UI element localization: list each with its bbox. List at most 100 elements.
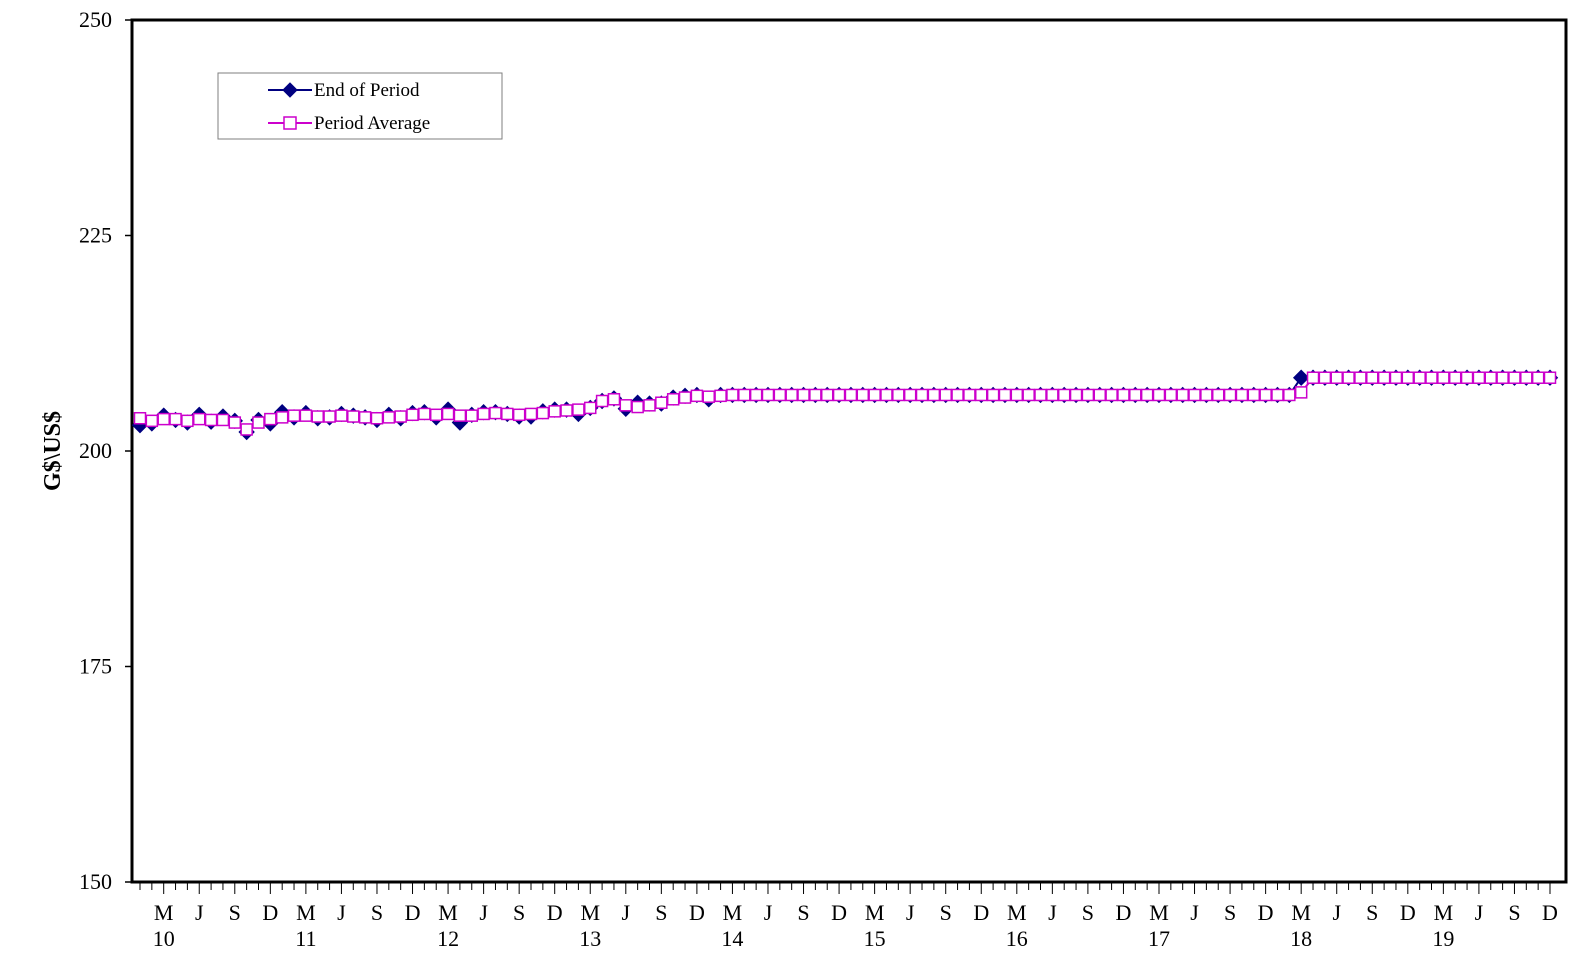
data-point-period-average [1318, 371, 1332, 384]
x-tick-label: S [940, 900, 952, 925]
data-point-period-average [1366, 371, 1379, 384]
data-point-period-average [335, 409, 348, 422]
series-layer [131, 369, 1559, 441]
x-tick-label: D [689, 900, 705, 925]
x-tick-label: J [622, 900, 631, 925]
data-point-period-average [1401, 371, 1415, 384]
data-point-period-average [749, 388, 763, 402]
data-point-period-average [773, 388, 787, 402]
data-point-period-average [1377, 371, 1391, 384]
data-point-period-average [1437, 371, 1450, 384]
x-tick-label: S [513, 900, 525, 925]
y-tick-label: 250 [79, 7, 112, 32]
data-point-period-average [358, 411, 372, 424]
data-point-period-average [157, 412, 170, 426]
data-point-period-average [145, 414, 159, 428]
data-point-period-average [738, 388, 751, 402]
data-point-period-average [311, 410, 324, 423]
data-point-period-average [181, 414, 194, 428]
x-tick-label: S [655, 900, 667, 925]
data-point-period-average [631, 400, 644, 414]
y-axis: 150 175 200 225 250 [79, 7, 132, 894]
data-point-period-average [655, 396, 668, 409]
data-point-period-average [1247, 388, 1261, 402]
data-point-period-average [501, 407, 514, 421]
data-point-period-average [726, 388, 739, 402]
data-point-period-average [643, 399, 656, 412]
data-point-period-average [1271, 388, 1284, 402]
x-tick-label: M [438, 900, 458, 925]
x-year-label: 14 [721, 926, 743, 951]
data-point-period-average [536, 406, 550, 420]
data-point-period-average [619, 399, 633, 412]
data-point-period-average [1164, 388, 1178, 402]
data-point-period-average [1223, 388, 1237, 402]
x-year-label: 18 [1290, 926, 1312, 951]
data-point-period-average [192, 412, 206, 426]
data-point-period-average [607, 393, 621, 406]
data-point-period-average [1129, 388, 1142, 402]
data-point-period-average [453, 409, 467, 422]
x-tick-label: M [1007, 900, 1027, 925]
data-point-period-average [1520, 371, 1533, 384]
data-point-period-average [441, 407, 455, 421]
data-point-period-average [204, 413, 218, 427]
x-tick-label: J [479, 900, 488, 925]
data-point-period-average [465, 409, 479, 422]
data-point-period-average [690, 389, 704, 403]
x-tick-label: J [1048, 900, 1057, 925]
data-point-period-average [1531, 371, 1545, 384]
x-year-label: 19 [1432, 926, 1454, 951]
data-point-period-average [169, 412, 182, 426]
data-point-period-average [892, 388, 905, 402]
x-tick-label: D [1542, 900, 1558, 925]
x-tick-label: J [764, 900, 773, 925]
x-tick-label: D [831, 900, 847, 925]
data-point-period-average [998, 388, 1012, 402]
data-point-period-average [1294, 386, 1308, 399]
data-point-period-average [1140, 388, 1154, 402]
legend: End of Period Period Average [217, 72, 503, 140]
data-point-period-average [489, 406, 502, 420]
data-point-period-average [939, 388, 952, 402]
data-point-period-average [1472, 371, 1486, 384]
data-point-period-average [1330, 371, 1343, 384]
x-tick-label: D [973, 900, 989, 925]
data-point-period-average [477, 407, 490, 421]
data-point-period-average [1413, 371, 1426, 384]
x-tick-label: D [405, 900, 421, 925]
data-point-period-average [1496, 371, 1509, 384]
x-tick-label: M [1291, 900, 1311, 925]
data-point-period-average [584, 401, 597, 415]
data-point-period-average [880, 388, 893, 402]
y-tick-label: 150 [79, 869, 112, 894]
data-point-period-average [915, 388, 929, 402]
x-tick-label: S [1224, 900, 1236, 925]
x-year-label: 17 [1148, 926, 1170, 951]
data-point-period-average [240, 423, 253, 436]
data-point-period-average [1046, 388, 1059, 402]
x-year-label: 16 [1006, 926, 1028, 951]
x-tick-label: D [547, 900, 563, 925]
data-point-period-average [1448, 371, 1462, 384]
data-point-period-average [560, 404, 573, 417]
data-point-period-average [548, 405, 561, 418]
y-axis-label: G$\US$ [40, 411, 66, 491]
data-point-period-average [1057, 388, 1071, 402]
data-point-period-average [1105, 388, 1118, 402]
legend-box [217, 72, 503, 140]
data-point-period-average [228, 416, 242, 429]
data-point-period-average [1460, 371, 1474, 384]
x-tick-label: S [371, 900, 383, 925]
x-tick-label: D [1258, 900, 1274, 925]
x-tick-label: S [1366, 900, 1378, 925]
data-point-period-average [1188, 388, 1201, 402]
data-point-end-of-period [1292, 369, 1310, 386]
x-tick-label: M [865, 900, 885, 925]
data-point-period-average [264, 412, 277, 426]
data-point-period-average [1034, 388, 1047, 402]
x-year-label: 13 [579, 926, 601, 951]
data-point-period-average [714, 389, 727, 403]
x-tick-label: M [296, 900, 316, 925]
